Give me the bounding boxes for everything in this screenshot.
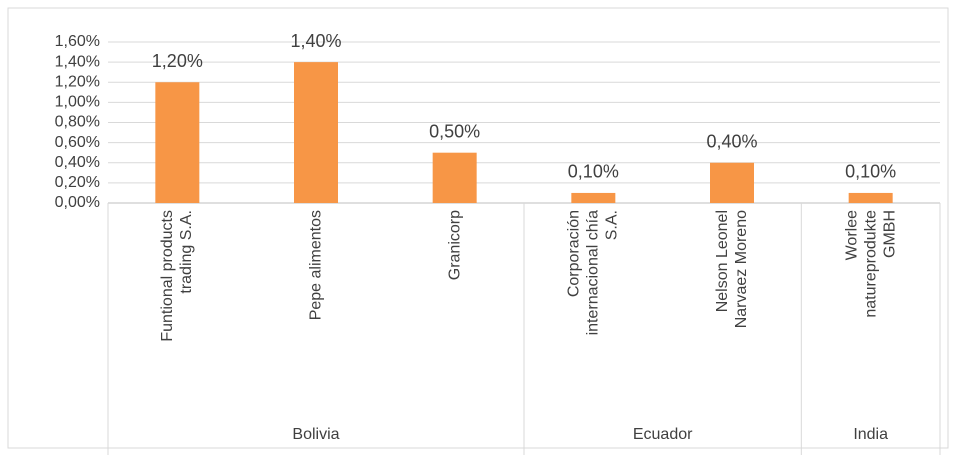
x-tick-label: Pepe alimentos <box>307 210 325 321</box>
data-label: 0,10% <box>845 162 896 182</box>
bar <box>432 152 477 203</box>
data-label: 1,20% <box>152 51 203 71</box>
y-tick-label: 1,40% <box>55 53 100 70</box>
y-tick-label: 1,00% <box>55 94 100 111</box>
x-tick-label: Corporación internacional chía S.A. <box>565 210 621 336</box>
y-tick-label: 1,60% <box>55 33 100 50</box>
bar <box>710 162 754 203</box>
y-tick-label: 0,00% <box>55 194 100 211</box>
bar <box>294 62 338 203</box>
y-tick-label: 0,20% <box>55 174 100 191</box>
bar <box>155 82 200 203</box>
x-tick-label: Funtional products trading S.A. <box>159 210 196 342</box>
data-label: 0,50% <box>429 121 480 141</box>
x-tick-label: Granicorp <box>446 210 464 281</box>
x-tick-label: Worlee natureprodukte GMBH <box>843 210 899 318</box>
chart-border <box>7 7 949 449</box>
group-label: India <box>853 426 888 443</box>
data-label: 0,40% <box>706 132 757 152</box>
group-label: Ecuador <box>633 426 693 443</box>
y-tick-label: 0,40% <box>55 154 100 171</box>
group-label: Bolivia <box>292 426 339 443</box>
x-tick-label: Nelson Leonel Narvaez Moreno <box>714 210 750 329</box>
data-label: 0,10% <box>568 162 619 182</box>
y-tick-label: 1,20% <box>55 73 100 90</box>
data-label: 1,40% <box>290 31 341 51</box>
y-tick-label: 0,80% <box>55 114 100 131</box>
bar <box>571 192 616 203</box>
bar <box>848 192 893 203</box>
y-tick-label: 0,60% <box>55 134 100 151</box>
